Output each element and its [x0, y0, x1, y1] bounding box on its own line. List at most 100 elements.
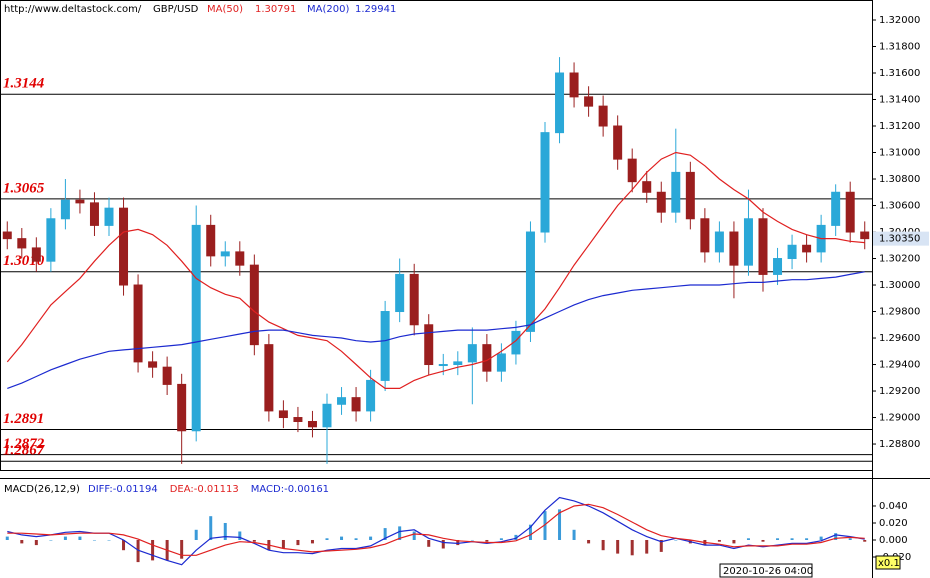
y-tick-label: 0.000 — [879, 535, 908, 546]
candle-body — [249, 264, 259, 346]
y-tick-label: 1.32000 — [879, 15, 920, 26]
macd-bar — [645, 539, 649, 554]
candle-body — [162, 366, 172, 385]
macd-bar — [180, 539, 184, 559]
macd-bar — [805, 538, 809, 540]
macd-bar — [761, 539, 765, 542]
candle-body — [729, 231, 739, 266]
y-tick-label: 1.29800 — [879, 307, 920, 318]
candle-body — [409, 273, 419, 326]
candle-body — [598, 105, 608, 127]
candle-body — [758, 218, 768, 275]
cursor-time: 2020-10-26 04:00 — [723, 566, 813, 577]
level-label: 1.2872 — [3, 436, 45, 452]
candle-body — [337, 397, 347, 405]
macd-stat: DEA:-0.01113 — [170, 484, 239, 495]
macd-bar — [630, 539, 634, 556]
macd-bar — [398, 526, 402, 540]
macd-bar — [383, 528, 387, 540]
candle-body — [133, 284, 143, 363]
macd-bar — [20, 539, 24, 544]
y-tick-label: 1.29200 — [879, 386, 920, 397]
ma-line — [7, 271, 865, 389]
candle-body — [31, 247, 41, 262]
candle-body — [220, 251, 230, 257]
candle-body — [642, 181, 652, 193]
macd-bar — [441, 539, 445, 549]
macd-bar — [863, 539, 867, 542]
cursor-time-box — [719, 563, 813, 578]
macd-bar — [412, 531, 416, 540]
macd-bar — [514, 534, 518, 540]
legend-value: 1.29941 — [355, 4, 396, 15]
macd-title: MACD(26,12,9) — [4, 484, 80, 495]
last-price-box — [873, 231, 929, 246]
candle-body — [148, 361, 158, 368]
y-tick-label: 1.31400 — [879, 95, 920, 106]
candle-body — [191, 224, 201, 432]
candle-body — [802, 244, 812, 253]
macd-bar — [325, 538, 329, 540]
macd-bar — [616, 539, 620, 554]
candle-body — [438, 364, 448, 367]
candle-body — [119, 207, 129, 286]
y-tick-label: 1.29600 — [879, 333, 920, 344]
y-tick-label: 1.30600 — [879, 201, 920, 212]
macd-bar — [92, 539, 96, 541]
macd-bar — [122, 539, 126, 551]
candle-body — [787, 244, 797, 260]
level-label: 1.2867 — [3, 443, 45, 459]
macd-bar — [456, 539, 460, 546]
candle-body — [845, 191, 855, 233]
macd-bar — [848, 538, 852, 540]
candle-body — [700, 218, 710, 253]
y-tick-label: 1.31600 — [879, 68, 920, 79]
macd-bar — [528, 524, 532, 540]
zoom-box — [875, 555, 901, 570]
candle-body — [831, 191, 841, 226]
y-tick-label: 1.30200 — [879, 254, 920, 265]
y-tick-label: 1.28800 — [879, 439, 920, 450]
candle-body — [17, 238, 27, 249]
candle-body — [482, 344, 492, 372]
y-tick-label: 1.30000 — [879, 280, 920, 291]
candle-body — [395, 273, 405, 313]
source-url: http://www.deltastock.com/ — [4, 4, 142, 15]
candle-body — [307, 421, 317, 428]
macd-bar — [107, 539, 111, 541]
candle-body — [89, 202, 99, 226]
macd-bar — [776, 538, 780, 540]
candle-body — [496, 353, 506, 372]
candle-body — [60, 199, 70, 220]
candle-body — [540, 132, 550, 233]
candle-body — [627, 158, 637, 183]
macd-stat: DIFF:-0.01194 — [88, 484, 158, 495]
candle-body — [2, 231, 12, 240]
macd-bar — [194, 529, 198, 540]
macd-bar — [485, 539, 489, 542]
macd-bar — [717, 539, 721, 542]
macd-line — [7, 496, 865, 566]
macd-bar — [427, 539, 431, 547]
ma-line — [6, 151, 865, 389]
legend-value: 1.30791 — [255, 4, 296, 15]
macd-bar — [151, 539, 155, 561]
candle-body — [584, 96, 594, 107]
candle-body — [743, 218, 753, 266]
legend-name: MA(200) — [307, 4, 349, 15]
candle-body — [656, 191, 666, 213]
macd-bar — [209, 516, 213, 540]
candle-body — [366, 379, 376, 412]
y-tick-label: 1.31200 — [879, 121, 920, 132]
candle-body — [671, 171, 681, 213]
last-price-label: 1.30350 — [879, 234, 920, 245]
macd-stat: MACD:-0.00161 — [251, 484, 329, 495]
candle-body — [322, 403, 332, 428]
macd-bar — [659, 539, 663, 552]
macd-bar — [252, 539, 256, 542]
candle-body — [569, 72, 579, 98]
y-tick-label: 1.31000 — [879, 148, 920, 159]
macd-bar — [558, 509, 562, 540]
candle-body — [685, 171, 695, 220]
